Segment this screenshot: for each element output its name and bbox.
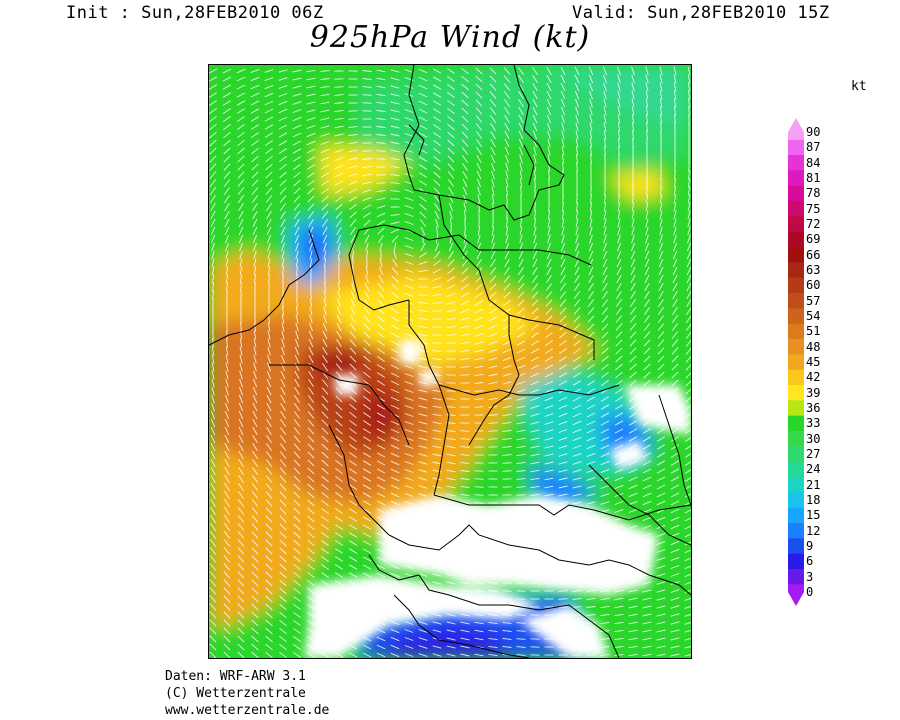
legend-label-36: 36 [806,401,821,415]
legend-label-45: 45 [806,355,821,369]
legend-swatch-48 [788,339,804,355]
color-legend [788,118,804,606]
legend-label-27: 27 [806,447,821,461]
legend-label-42: 42 [806,370,821,385]
footer-data-source: Daten: WRF-ARW 3.1 [165,669,306,684]
legend-swatch-54 [788,308,804,325]
legend-label-66: 66 [806,247,821,262]
legend-swatch-75 [788,201,804,217]
legend-label-33: 33 [806,416,821,431]
legend-label-90: 90 [806,125,821,139]
init-time-label: Init : Sun,28FEB2010 06Z [66,3,324,23]
legend-label-3: 3 [806,569,814,584]
legend-label-54: 54 [806,309,821,323]
legend-swatch-57 [788,293,804,309]
legend-label-57: 57 [806,293,821,308]
footer-copyright: (C) Wetterzentrale [165,686,306,701]
legend-label-78: 78 [806,186,821,201]
legend-label-72: 72 [806,217,821,231]
legend-swatch-6 [788,553,804,570]
legend-swatch-60 [788,277,804,294]
legend-swatch-72 [788,216,804,233]
legend-label-60: 60 [806,278,821,293]
legend-label-24: 24 [806,462,821,477]
legend-swatch-12 [788,523,804,539]
wind-map [208,64,692,659]
legend-label-87: 87 [806,140,821,155]
legend-swatch-90 [788,118,804,140]
legend-swatch-9 [788,538,804,555]
legend-swatch-15 [788,507,804,524]
legend-swatch-27 [788,446,804,463]
coastlines-and-borders [209,65,691,658]
legend-swatch-24 [788,461,804,478]
legend-swatch-39 [788,385,804,401]
legend-label-15: 15 [806,508,821,523]
legend-label-6: 6 [806,554,814,569]
legend-label-0: 0 [806,585,814,599]
legend-label-39: 39 [806,385,821,400]
legend-label-75: 75 [806,201,821,216]
legend-label-48: 48 [806,339,821,354]
legend-label-51: 51 [806,324,821,339]
legend-swatch-66 [788,247,804,263]
legend-unit: kt [851,79,867,94]
legend-swatch-51 [788,323,804,340]
legend-swatch-3 [788,569,804,585]
legend-swatch-36 [788,400,804,417]
legend-swatch-42 [788,369,804,386]
legend-swatch-78 [788,185,804,202]
legend-swatch-84 [788,155,804,171]
legend-label-81: 81 [806,171,821,185]
legend-swatch-87 [788,139,804,156]
legend-label-9: 9 [806,539,814,553]
legend-swatch-18 [788,492,804,509]
legend-label-21: 21 [806,477,821,492]
legend-swatch-69 [788,231,804,248]
legend-swatch-0 [788,584,804,606]
legend-swatch-81 [788,170,804,187]
footer-website: www.wetterzentrale.de [165,703,330,718]
valid-time-label: Valid: Sun,28FEB2010 15Z [572,3,830,23]
legend-label-69: 69 [806,232,821,247]
legend-swatch-63 [788,262,804,279]
legend-swatch-33 [788,415,804,432]
legend-label-84: 84 [806,155,821,170]
map-title: 925hPa Wind (kt) [309,20,591,55]
legend-swatch-21 [788,477,804,493]
legend-label-30: 30 [806,431,821,446]
legend-swatch-30 [788,431,804,447]
wind-barbs [209,66,691,658]
legend-label-18: 18 [806,493,821,507]
legend-label-12: 12 [806,523,821,538]
legend-label-63: 63 [806,263,821,277]
legend-swatch-45 [788,354,804,371]
